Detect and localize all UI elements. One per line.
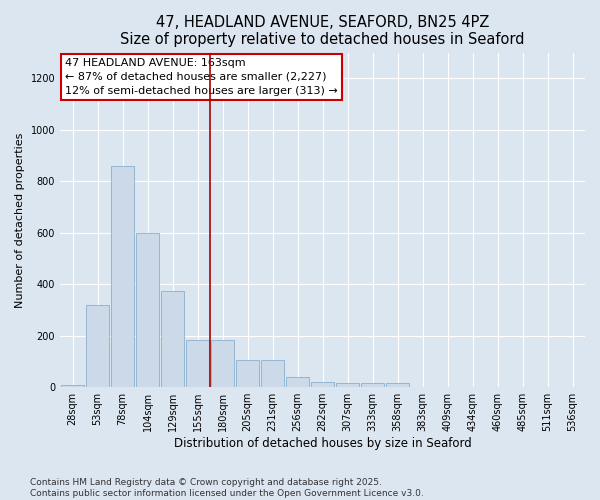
Bar (361, 384, 384, 387)
Bar (86, 305, 109, 387)
Bar (261, 360, 284, 387)
Title: 47, HEADLAND AVENUE, SEAFORD, BN25 4PZ
Size of property relative to detached hou: 47, HEADLAND AVENUE, SEAFORD, BN25 4PZ S… (120, 15, 525, 48)
Bar (136, 233, 159, 387)
Bar (236, 360, 259, 387)
Text: Contains HM Land Registry data © Crown copyright and database right 2025.
Contai: Contains HM Land Registry data © Crown c… (30, 478, 424, 498)
Bar (211, 340, 234, 387)
Bar (336, 384, 359, 387)
Bar (286, 377, 309, 387)
Y-axis label: Number of detached properties: Number of detached properties (15, 132, 25, 308)
Bar (186, 340, 209, 387)
X-axis label: Distribution of detached houses by size in Seaford: Distribution of detached houses by size … (173, 437, 472, 450)
Bar (161, 290, 184, 387)
Bar (386, 384, 409, 387)
Text: 47 HEADLAND AVENUE: 163sqm
← 87% of detached houses are smaller (2,227)
12% of s: 47 HEADLAND AVENUE: 163sqm ← 87% of deta… (65, 58, 338, 96)
Bar (111, 166, 134, 387)
Bar (311, 382, 334, 387)
Bar (61, 384, 84, 387)
